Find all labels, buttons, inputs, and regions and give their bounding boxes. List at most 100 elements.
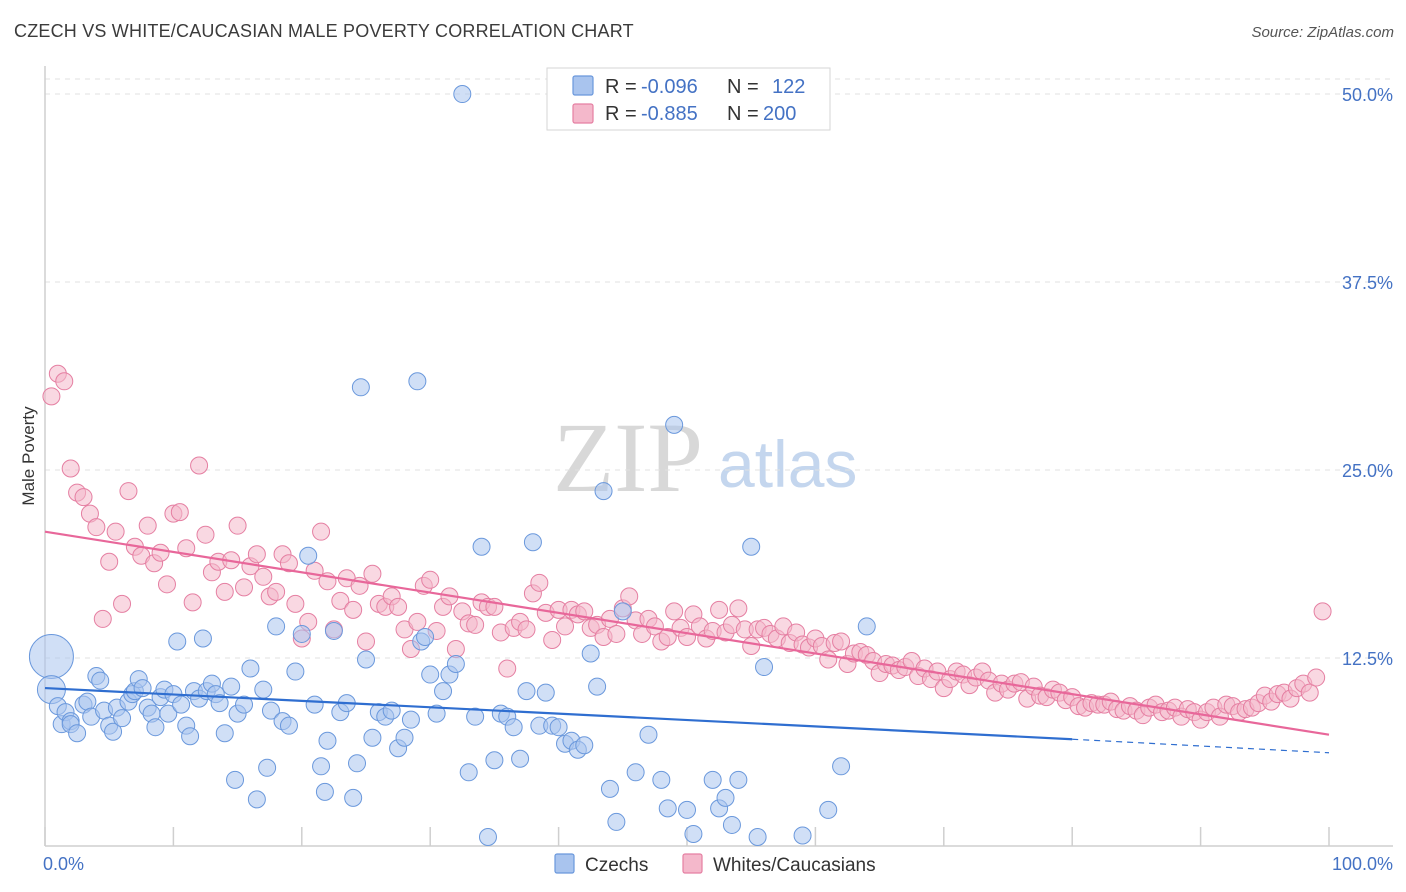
data-point xyxy=(742,537,761,556)
legend-r-value-0: -0.096 xyxy=(641,76,698,98)
legend-r-value-1: -0.885 xyxy=(641,103,698,125)
data-point xyxy=(247,545,266,564)
x-tick-label: 0.0% xyxy=(43,854,84,874)
data-point xyxy=(556,617,575,636)
data-point xyxy=(504,718,523,737)
data-point xyxy=(453,85,472,104)
data-point xyxy=(600,779,619,798)
data-point xyxy=(446,655,465,674)
data-point xyxy=(389,597,408,616)
data-point xyxy=(684,824,703,843)
data-point xyxy=(351,378,370,397)
data-point xyxy=(665,415,684,434)
data-point xyxy=(523,533,542,552)
data-point xyxy=(722,815,741,834)
data-point xyxy=(607,812,626,831)
data-point xyxy=(196,525,215,544)
data-point xyxy=(113,709,132,728)
data-point xyxy=(716,788,735,807)
x-tick-label: 100.0% xyxy=(1332,854,1393,874)
data-point xyxy=(819,800,838,819)
data-point xyxy=(434,682,453,701)
data-point xyxy=(168,632,187,651)
data-point xyxy=(1300,683,1319,702)
legend-n-value-1: 200 xyxy=(763,103,796,125)
data-point xyxy=(639,725,658,744)
data-point xyxy=(517,620,536,639)
data-point xyxy=(729,599,748,618)
data-point xyxy=(357,650,375,669)
data-point xyxy=(421,665,440,684)
source-label: Source: ZipAtlas.com xyxy=(1251,24,1394,41)
data-point xyxy=(235,578,254,597)
data-point xyxy=(235,695,254,714)
data-point xyxy=(28,634,74,680)
data-point xyxy=(91,671,110,690)
data-point xyxy=(68,724,87,743)
data-point xyxy=(228,516,247,535)
data-point xyxy=(755,658,774,677)
data-point xyxy=(408,612,427,631)
data-point xyxy=(703,770,722,789)
data-point xyxy=(832,632,851,651)
data-point xyxy=(113,594,132,613)
data-point xyxy=(286,594,305,613)
legend-n-label-0: N = xyxy=(727,76,759,98)
data-point xyxy=(279,716,298,735)
data-point xyxy=(267,582,286,601)
data-point xyxy=(416,627,435,646)
data-point xyxy=(312,757,331,776)
y-tick-label: 37.5% xyxy=(1342,273,1393,293)
bottom-legend: Czechs Whites/Caucasians xyxy=(554,853,876,876)
bottom-legend-label-czechs: Czechs xyxy=(585,855,648,876)
data-point xyxy=(472,537,491,556)
data-point xyxy=(543,630,562,649)
trend-line-whites xyxy=(44,530,1330,736)
legend-box xyxy=(546,67,831,131)
data-point xyxy=(626,763,645,782)
trend-lines xyxy=(44,530,1330,754)
data-point xyxy=(279,554,298,573)
data-point xyxy=(459,763,478,782)
data-point xyxy=(254,680,273,699)
data-point xyxy=(318,731,337,750)
data-point xyxy=(181,727,200,746)
data-point xyxy=(466,615,485,634)
data-point xyxy=(157,575,176,594)
bottom-legend-swatch-czechs xyxy=(554,853,575,874)
data-point xyxy=(1307,668,1326,687)
data-point xyxy=(286,662,305,681)
data-point xyxy=(857,617,876,636)
data-point xyxy=(106,522,125,541)
data-point xyxy=(119,482,138,501)
data-point xyxy=(652,770,671,789)
data-point xyxy=(357,632,375,651)
data-point xyxy=(832,757,851,776)
legend-swatch-whites xyxy=(572,103,594,124)
data-point xyxy=(78,692,97,711)
data-point xyxy=(613,602,632,621)
data-point xyxy=(222,677,241,696)
y-tick-label: 50.0% xyxy=(1342,85,1393,105)
data-point xyxy=(305,695,324,714)
chart-title: CZECH VS WHITE/CAUCASIAN MALE POVERTY CO… xyxy=(14,21,634,41)
data-point xyxy=(247,790,266,809)
data-point xyxy=(793,826,812,845)
data-point xyxy=(138,516,157,535)
data-point xyxy=(215,582,234,601)
data-point xyxy=(620,587,639,606)
data-point xyxy=(183,593,202,612)
y-tick-label: 12.5% xyxy=(1342,649,1393,669)
data-point xyxy=(324,621,343,640)
data-point xyxy=(258,758,277,777)
data-point xyxy=(485,751,504,770)
data-point xyxy=(408,372,427,391)
data-point xyxy=(363,564,382,583)
data-point xyxy=(511,749,530,768)
data-point xyxy=(146,718,165,737)
data-point xyxy=(87,518,106,537)
data-point xyxy=(401,710,420,729)
data-point xyxy=(226,770,245,789)
data-point xyxy=(292,624,311,643)
